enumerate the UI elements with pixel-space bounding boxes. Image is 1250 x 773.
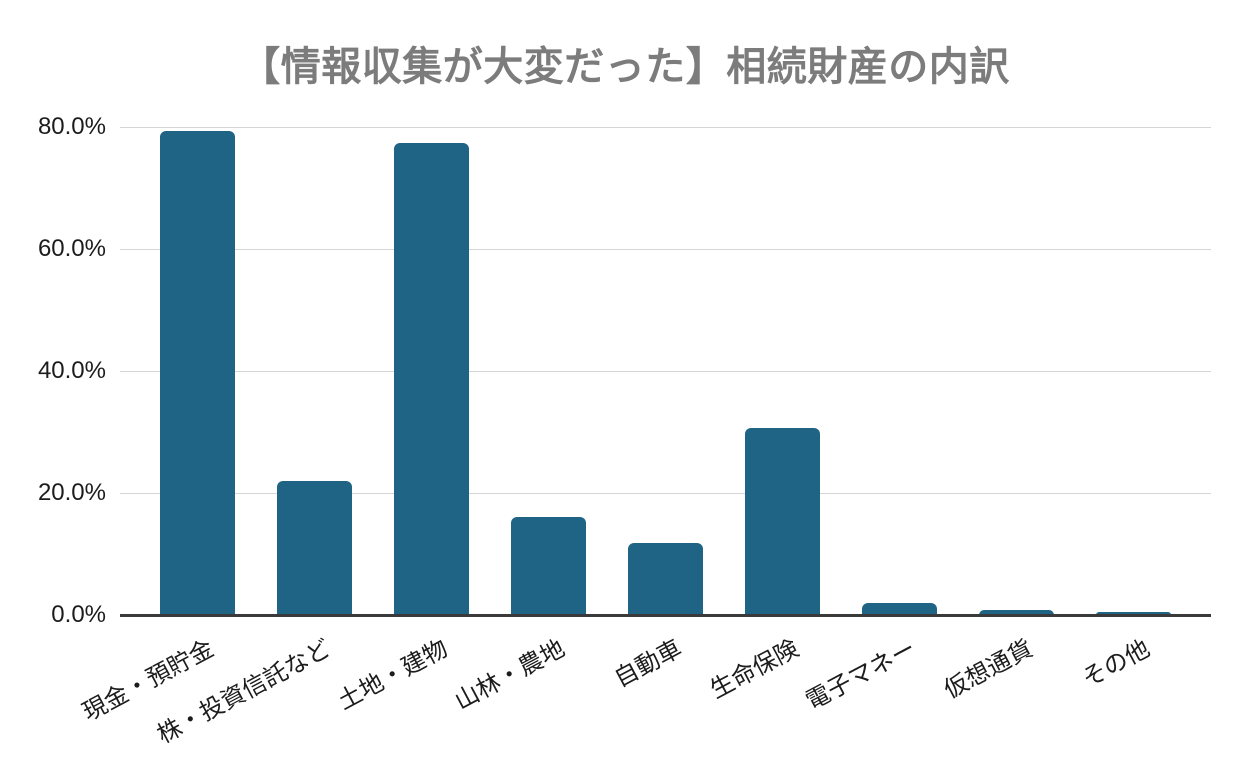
bar-株・投資信託など	[277, 480, 352, 615]
chart-title: 【情報収集が大変だった】相続財産の内訳	[240, 45, 1010, 89]
x-axis-tick-label: 自動車	[609, 635, 686, 693]
bar-仮想通貨	[979, 610, 1054, 615]
x-axis-tick-label: 仮想通貨	[939, 635, 1037, 705]
y-axis-tick-label: 0.0%	[51, 601, 106, 628]
gridline-20.0%	[120, 492, 1211, 494]
x-axis-tick-label: 生命保険	[705, 635, 803, 705]
y-axis-tick-label: 40.0%	[37, 357, 106, 384]
plot-area	[120, 126, 1211, 617]
x-axis-tick-label: 株・投資信託など	[152, 635, 335, 750]
x-axis-tick-label: 現金・預貯金	[77, 635, 218, 727]
bar-山林・農地	[511, 517, 586, 615]
y-axis-tick-label: 80.0%	[37, 113, 106, 140]
gridline-80.0%	[120, 126, 1211, 128]
bar-自動車	[628, 543, 703, 615]
x-axis-tick-label: 土地・建物	[333, 635, 452, 716]
bar-その他	[1096, 611, 1171, 615]
bar-現金・預貯金	[160, 131, 235, 615]
x-axis-tick-label: 電子マネー	[801, 635, 920, 716]
bar-土地・建物	[394, 143, 469, 615]
gridline-40.0%	[120, 370, 1211, 372]
y-axis-tick-label: 60.0%	[37, 235, 106, 262]
bar-生命保険	[745, 427, 820, 615]
y-axis-tick-label: 20.0%	[37, 479, 106, 506]
x-axis-line	[120, 614, 1211, 617]
bar-電子マネー	[862, 603, 937, 615]
x-axis-tick-label: その他	[1077, 635, 1154, 693]
x-axis-tick-label: 山林・農地	[450, 635, 569, 716]
gridline-60.0%	[120, 248, 1211, 250]
